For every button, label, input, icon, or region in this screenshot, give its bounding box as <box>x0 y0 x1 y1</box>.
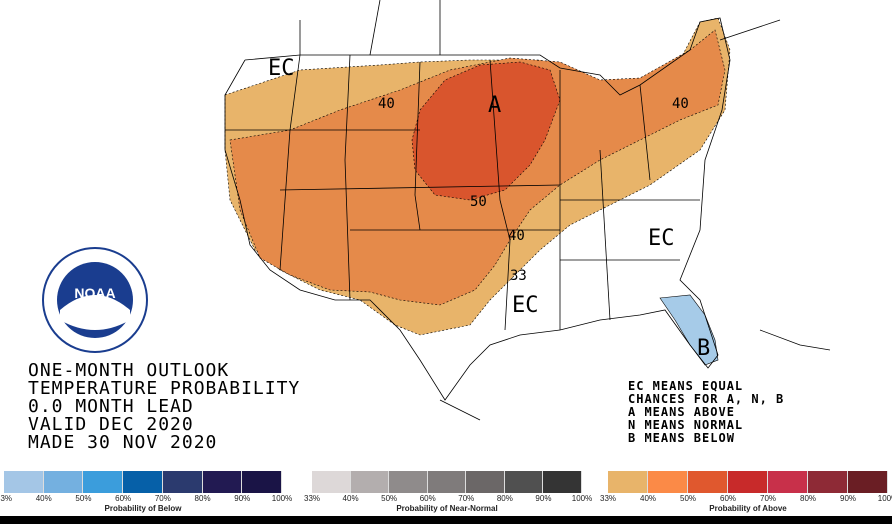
legend-swatch <box>162 471 203 493</box>
legend-tick: 100% <box>271 494 293 503</box>
legend-swatch <box>4 471 44 493</box>
contour-40-south: 40 <box>508 228 525 244</box>
legend-tick: 40% <box>35 494 52 503</box>
legend-color-bar <box>4 471 283 493</box>
label-above: A <box>488 93 501 118</box>
legend-swatch <box>83 471 124 493</box>
svg-text:NOAA: NOAA <box>74 285 115 301</box>
legend-tick: 33% <box>599 494 617 503</box>
legend-name: Probability of Near-Normal <box>396 504 498 513</box>
key-line: B MEANS BELOW <box>628 431 735 445</box>
outlook-title: ONE-MONTH OUTLOOK TEMPERATURE PROBABILIT… <box>28 362 300 452</box>
region-below-33 <box>659 294 719 366</box>
legend-tick: 60% <box>115 494 132 503</box>
legend-swatch <box>608 471 648 493</box>
key-line: N MEANS NORMAL <box>628 418 744 432</box>
title-line: MADE 30 NOV 2020 <box>28 432 218 453</box>
legend-tick: 60% <box>719 494 737 503</box>
legend-swatch <box>648 471 688 493</box>
label-ec-south: EC <box>512 293 539 318</box>
us-temperature-map: EC EC EC A B 40 40 50 40 33 NOAA <box>42 0 831 421</box>
legend-tick: 50% <box>381 494 398 503</box>
map-key: EC MEANS EQUAL CHANCES FOR A, N, B A MEA… <box>628 380 784 445</box>
legend-swatch <box>427 471 467 493</box>
legend-swatch <box>466 471 505 493</box>
key-line: A MEANS ABOVE <box>628 405 735 419</box>
legend-swatch <box>848 471 888 493</box>
legend-tick: 80% <box>496 494 513 503</box>
legend-swatch <box>242 471 283 493</box>
legend-tick: 40% <box>342 494 359 503</box>
legend-tick: 80% <box>799 494 817 503</box>
legend-swatch <box>808 471 848 493</box>
legend-swatch <box>688 471 728 493</box>
noaa-logo: NOAA <box>42 247 148 353</box>
legend-tick: 70% <box>458 494 475 503</box>
legend-tick: 90% <box>535 494 552 503</box>
key-line: CHANCES FOR A, N, B <box>628 392 785 406</box>
legend-swatch <box>123 471 163 493</box>
legend-tick: 90% <box>839 494 857 503</box>
legend-above: 33% 40% 50% 60% 70% 80% 90% 100% Probability of … <box>600 471 892 513</box>
key-line: EC MEANS EQUAL <box>628 379 744 393</box>
legend-tick: 50% <box>679 494 697 503</box>
legend-color-bar <box>312 471 583 493</box>
contour-40-west: 40 <box>378 96 395 112</box>
title-line: VALID DEC 2020 <box>28 414 194 435</box>
legend-swatch <box>768 471 808 493</box>
title-line: ONE-MONTH OUTLOOK <box>28 360 230 381</box>
legend-swatch <box>350 471 390 493</box>
label-ec-northwest: EC <box>268 56 295 81</box>
legend-tick: 60% <box>419 494 436 503</box>
title-line: 0.0 MONTH LEAD <box>28 396 194 417</box>
contour-50: 50 <box>470 194 487 210</box>
title-line: TEMPERATURE PROBABILITY <box>28 378 301 399</box>
contour-33: 33 <box>510 268 527 284</box>
contour-40-northeast: 40 <box>672 96 689 112</box>
legend-swatch <box>312 471 351 493</box>
legend-swatch <box>43 471 84 493</box>
legend-color-bar <box>608 471 888 493</box>
legend-tick: 100% <box>571 494 593 503</box>
label-ec-southeast: EC <box>648 226 675 251</box>
legend-tick: 33% <box>303 494 321 503</box>
legend-swatch <box>202 471 243 493</box>
legend-tick: 33% <box>0 494 13 503</box>
label-below: B <box>697 336 710 361</box>
state-borders <box>224 0 831 421</box>
legend-tick: 90% <box>234 494 251 503</box>
legend-tick: 40% <box>639 494 657 503</box>
legend-tick: 80% <box>194 494 211 503</box>
legend-tick: 70% <box>759 494 777 503</box>
legend-name: Probability of Below <box>104 504 182 513</box>
region-above-50 <box>411 61 561 201</box>
legend-swatch <box>728 471 768 493</box>
legend-tick: 50% <box>75 494 92 503</box>
legend-swatch <box>389 471 428 493</box>
bottom-bar <box>0 516 892 524</box>
legend-swatch <box>504 471 544 493</box>
legend-below: 33% 40% 50% 60% 70% 80% 90% 100% Probability of … <box>0 471 292 513</box>
legend-tick: 70% <box>154 494 171 503</box>
legend-tick: 100% <box>877 494 892 503</box>
legend-name: Probability of Above <box>709 504 787 513</box>
legend-near-normal: 33% 40% 50% 60% 70% 80% 90% 100% Probability of … <box>304 471 592 513</box>
legend-swatch <box>543 471 583 493</box>
